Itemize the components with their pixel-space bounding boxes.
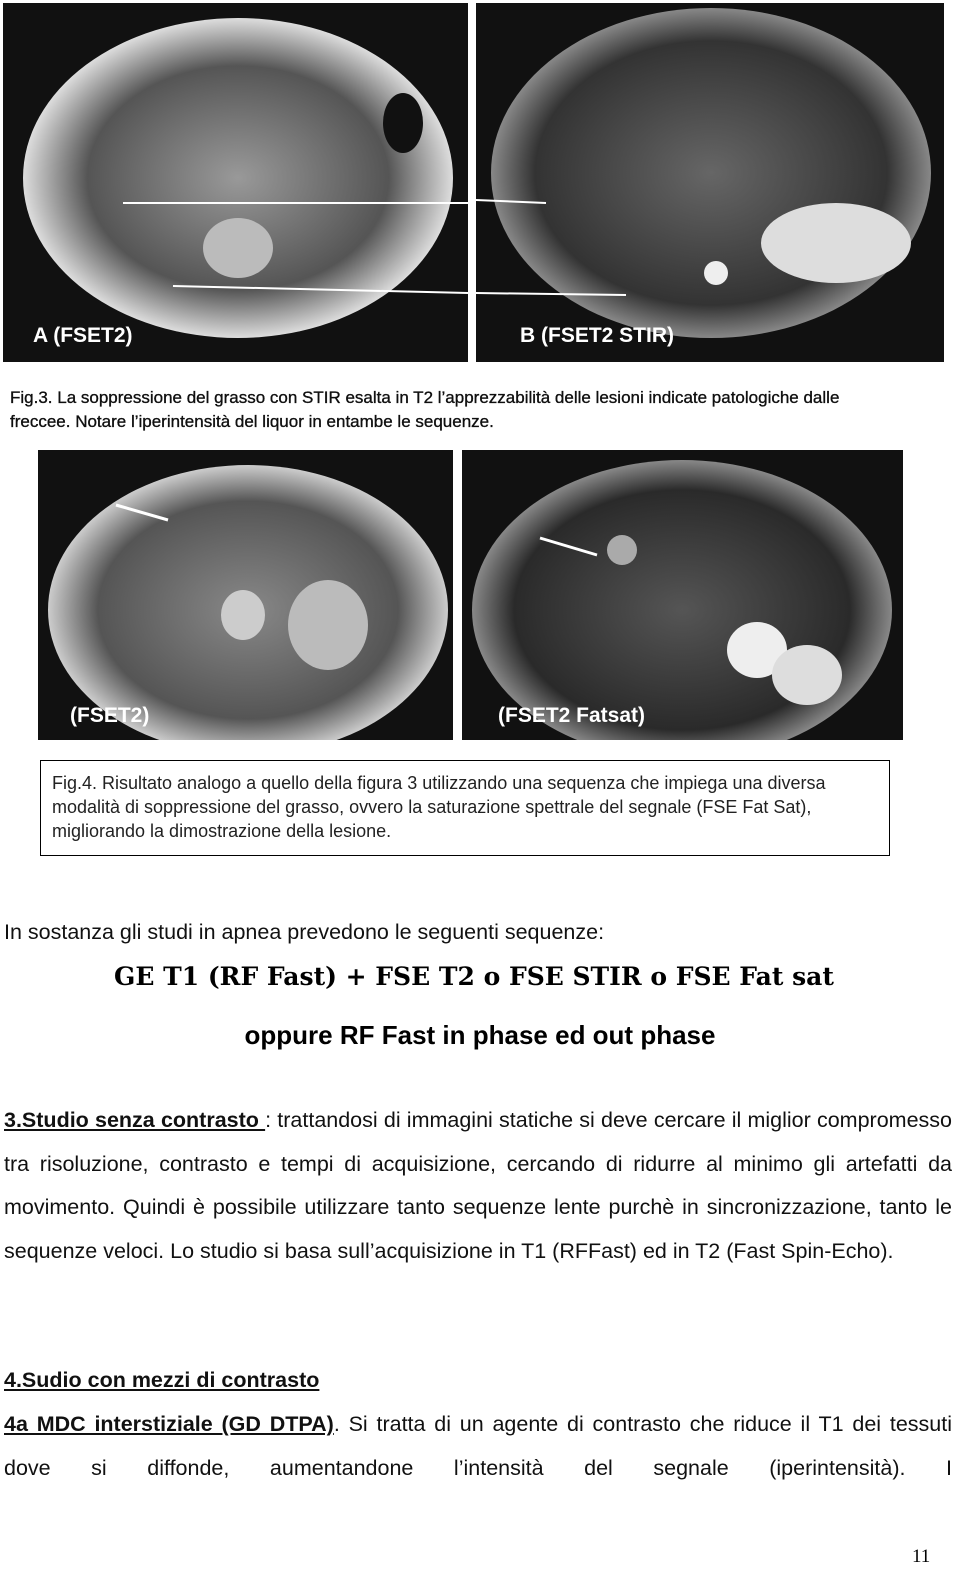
image-label: B (FSET2 STIR): [520, 324, 675, 347]
mri-image: A (FSET2): [3, 3, 468, 362]
mri-image: (FSET2 Fatsat): [462, 450, 903, 740]
page-number: 11: [912, 1546, 931, 1567]
mri-image: (FSET2): [38, 450, 453, 740]
section-heading: 3.Studio senza contrasto: [4, 1108, 266, 1132]
image-label: A (FSET2): [33, 324, 133, 347]
section-text: . Si tratta di un agente di contrasto ch…: [4, 1412, 952, 1480]
section-heading: 4.Sudio con mezzi di contrasto: [4, 1368, 320, 1392]
section-heading: 4.Sudio con mezzi di contrasto: [4, 1359, 952, 1403]
paragraph: In sostanza gli studi in apnea prevedono…: [4, 920, 605, 944]
sequence-line: oppure RF Fast in phase ed out phase: [244, 1020, 716, 1050]
paragraph: 4a MDC interstiziale (GD DTPA). Si tratt…: [4, 1403, 952, 1490]
subheading: 4a MDC interstiziale (GD DTPA): [4, 1412, 334, 1436]
paragraph: 3.Studio senza contrasto : trattandosi d…: [4, 1099, 952, 1273]
image-label: (FSET2): [70, 704, 150, 727]
mri-image: B (FSET2 STIR): [476, 3, 944, 362]
figure-caption: Fig.4. Risultato analogo a quello della …: [40, 760, 890, 856]
sequence-line: GE T1 (RF Fast) + FSE T2 o FSE STIR o FS…: [114, 962, 834, 991]
figure-caption: Fig.3. La soppressione del grasso con ST…: [10, 388, 840, 431]
section-text: : trattandosi di immagini statiche si de…: [4, 1108, 952, 1263]
image-label: (FSET2 Fatsat): [498, 704, 646, 727]
